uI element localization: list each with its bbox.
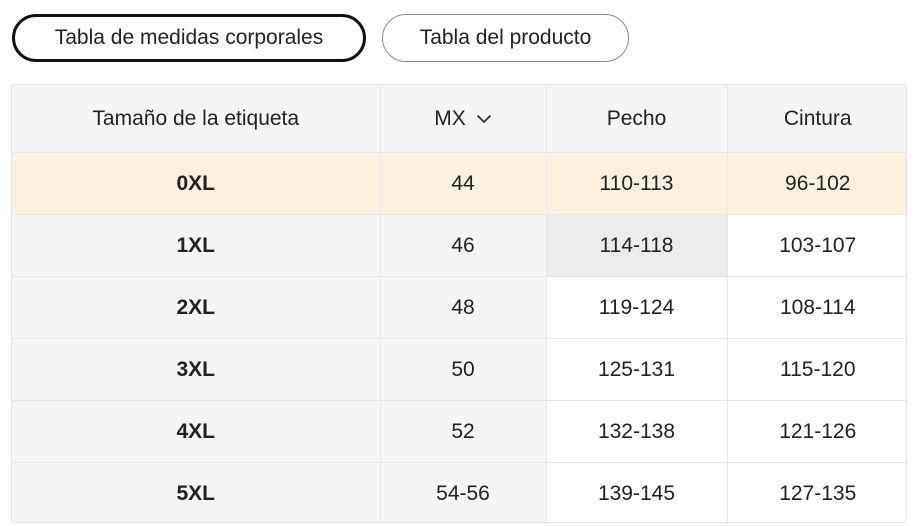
header-waist: Cintura — [727, 85, 906, 153]
cell-mx: 48 — [380, 276, 547, 339]
tab-body-measurements[interactable]: Tabla de medidas corporales — [12, 14, 366, 62]
header-chest: Pecho — [546, 85, 728, 153]
cell-waist: 121-126 — [727, 400, 906, 463]
cell-waist: 115-120 — [727, 338, 906, 401]
cell-chest: 132-138 — [546, 400, 728, 463]
cell-size: 4XL — [12, 400, 381, 463]
cell-chest: 119-124 — [546, 276, 728, 339]
unit-dropdown-value: MX — [434, 106, 466, 130]
cell-size: 3XL — [12, 338, 381, 401]
table-row[interactable]: 5XL 54-56 139-145 127-135 — [12, 462, 906, 522]
cell-size: 2XL — [12, 276, 381, 339]
cell-mx: 50 — [380, 338, 547, 401]
cell-size: 1XL — [12, 214, 381, 277]
cell-waist: 96-102 — [727, 152, 906, 215]
header-unit-select[interactable]: MX — [380, 85, 547, 153]
cell-waist: 108-114 — [727, 276, 906, 339]
cell-mx: 46 — [380, 214, 547, 277]
cell-chest: 139-145 — [546, 462, 728, 522]
cell-mx: 44 — [380, 152, 547, 215]
cell-chest: 110-113 — [546, 152, 728, 215]
unit-dropdown[interactable]: MX — [434, 107, 492, 131]
table-header-row: Tamaño de la etiqueta MX Pecho Cintura — [12, 85, 906, 153]
header-size-label: Tamaño de la etiqueta — [12, 85, 381, 153]
table-row[interactable]: 4XL 52 132-138 121-126 — [12, 400, 906, 463]
cell-waist: 103-107 — [727, 214, 906, 277]
tab-product-measurements[interactable]: Tabla del producto — [382, 14, 629, 62]
table-row[interactable]: 0XL 44 110-113 96-102 — [12, 152, 906, 215]
table-row[interactable]: 2XL 48 119-124 108-114 — [12, 276, 906, 339]
cell-chest: 125-131 — [546, 338, 728, 401]
chevron-down-icon — [476, 114, 491, 123]
cell-size: 0XL — [12, 152, 381, 215]
cell-size: 5XL — [12, 462, 381, 522]
size-chart-tabs: Tabla de medidas corporales Tabla del pr… — [12, 14, 629, 62]
cell-waist: 127-135 — [727, 462, 906, 522]
table-row[interactable]: 3XL 50 125-131 115-120 — [12, 338, 906, 401]
size-table: Tamaño de la etiqueta MX Pecho Cintura 0… — [12, 85, 906, 522]
cell-mx: 52 — [380, 400, 547, 463]
size-table-container: Tamaño de la etiqueta MX Pecho Cintura 0… — [11, 84, 907, 523]
cell-mx: 54-56 — [380, 462, 547, 522]
cell-chest: 114-118 — [546, 214, 728, 277]
table-row[interactable]: 1XL 46 114-118 103-107 — [12, 214, 906, 277]
